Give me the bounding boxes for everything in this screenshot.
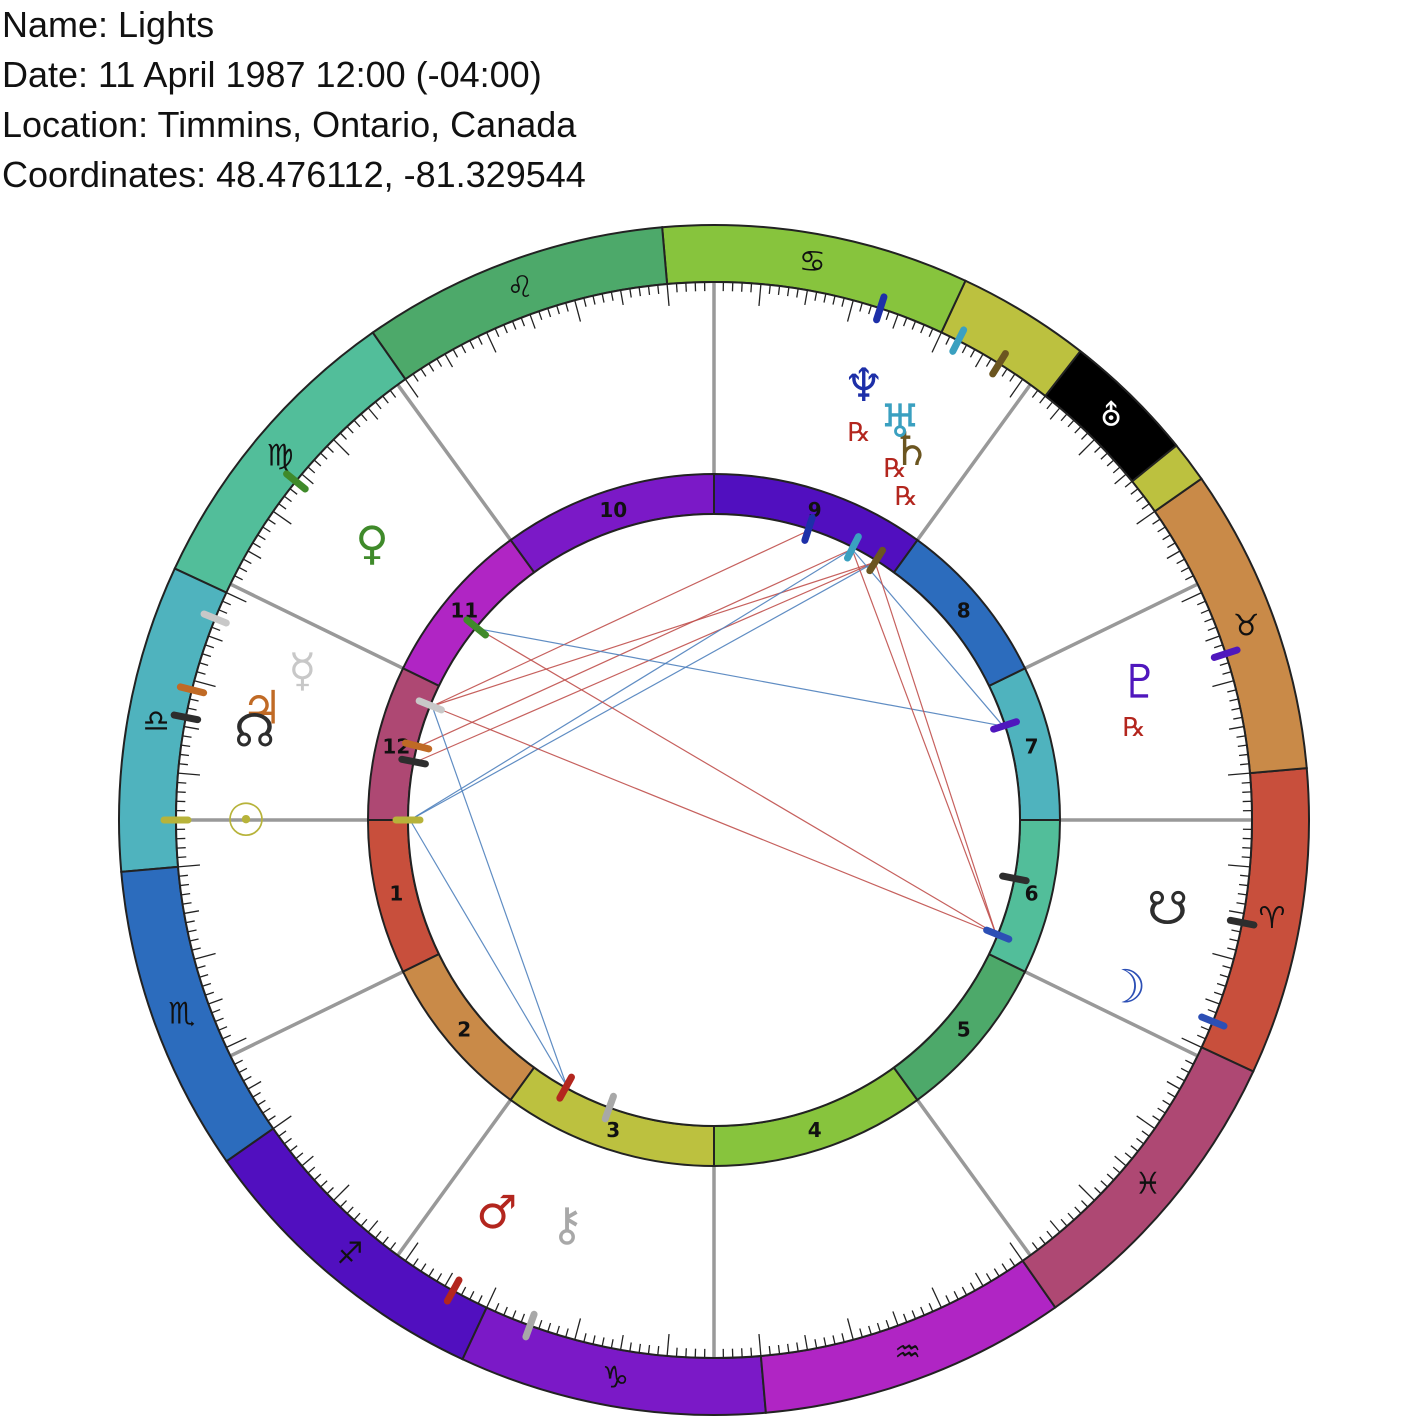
chart-location: Location: Timmins, Ontario, Canada <box>2 104 577 145</box>
north-node-icon: ☊ <box>234 704 275 758</box>
house-number: 1 <box>389 881 403 905</box>
virgo-icon: ♍ <box>267 438 294 473</box>
capricorn-icon: ♑ <box>602 1360 629 1395</box>
jupiter-house-marker <box>401 739 433 753</box>
neptune-house-marker <box>801 514 816 544</box>
south-node-house-marker <box>999 872 1030 885</box>
aspect-line <box>409 548 853 821</box>
pluto-zodiac-marker <box>1210 646 1241 661</box>
house-cusp-line <box>915 1098 1032 1256</box>
aries-icon: ♈ <box>1258 901 1285 936</box>
north-node-house-marker <box>398 755 429 768</box>
retrograde-icon: ℞ <box>1123 713 1146 743</box>
jupiter-zodiac-marker <box>176 683 208 697</box>
mercury-house-marker <box>415 697 445 714</box>
aspect-line <box>415 561 876 763</box>
house-cusp-line <box>396 384 513 542</box>
pluto-house-marker <box>990 718 1020 733</box>
aspect-line <box>431 705 997 935</box>
moon-zodiac-marker <box>1198 1013 1228 1030</box>
aspect-line <box>477 628 997 935</box>
chart-coordinates: Coordinates: 48.476112, -81.329544 <box>2 154 586 195</box>
house-number: 2 <box>457 1018 471 1042</box>
mars-house-marker <box>556 1073 575 1102</box>
house-cusp-line <box>396 1098 513 1256</box>
uranus-zodiac-marker <box>949 326 968 355</box>
saturn-house-marker <box>866 546 887 575</box>
neptune-zodiac-marker <box>873 293 888 324</box>
north-node-zodiac-marker <box>170 711 202 724</box>
house-number: 4 <box>808 1118 822 1142</box>
pisces-icon: ♓ <box>1135 1167 1162 1202</box>
chart-date: Date: 11 April 1987 12:00 (-04:00) <box>2 54 542 95</box>
venus-house-marker <box>463 616 490 639</box>
house-cusp-line <box>915 384 1032 542</box>
cancer-icon: ♋ <box>799 245 826 280</box>
aspect-line <box>431 561 876 707</box>
mercury-icon: ☿ <box>288 643 316 697</box>
aspect-line <box>418 548 853 748</box>
pluto-icon: ♇ <box>1119 655 1160 709</box>
taurus-icon: ♉ <box>1233 609 1260 644</box>
aspect-line <box>851 548 1004 727</box>
house-number: 8 <box>957 598 971 622</box>
chart-name: Name: Lights <box>2 4 215 45</box>
house-cusp-line <box>1024 583 1198 670</box>
uranus-house-marker <box>843 533 862 562</box>
scorpio-icon: ♏ <box>168 996 195 1031</box>
chiron-zodiac-marker <box>522 1310 538 1341</box>
aquarius-icon: ♒ <box>894 1335 921 1370</box>
aspect-line <box>851 548 997 935</box>
sun-icon: ☉ <box>225 793 266 847</box>
house-cusp-line <box>230 583 404 670</box>
venus-icon: ♀ <box>355 516 389 570</box>
chart-header: Name: Lights Date: 11 April 1987 12:00 (… <box>2 0 586 200</box>
house-cusp-line <box>1024 970 1198 1057</box>
chiron-icon: ⚷ <box>550 1197 584 1251</box>
house-number: 5 <box>957 1018 971 1042</box>
jupiter-icon: ♃ <box>241 680 282 734</box>
libra-icon: ♎ <box>143 704 170 739</box>
south-node-icon: ☋ <box>1147 881 1188 935</box>
retrograde-icon: ℞ <box>895 482 918 512</box>
sagittarius-icon: ♐ <box>336 1236 363 1271</box>
mars-icon: ♂ <box>476 1185 517 1239</box>
south-node-zodiac-marker <box>1226 916 1258 929</box>
saturn-icon: ♄ <box>891 422 932 476</box>
retrograde-icon: ℞ <box>847 418 870 448</box>
degree-ticks <box>176 282 1252 1358</box>
aspect-line <box>431 705 568 1087</box>
moon-house-marker <box>983 926 1013 943</box>
house-number: 6 <box>1025 881 1039 905</box>
aspect-line <box>409 819 568 1087</box>
aspect-line <box>874 562 997 935</box>
chiron-house-marker <box>601 1092 617 1123</box>
aspect-line <box>409 561 876 821</box>
mercury-zodiac-marker <box>200 610 230 627</box>
aspect-line <box>477 628 1004 727</box>
moon-icon: ☽ <box>1105 959 1146 1013</box>
uranus-icon: ♅ <box>879 394 920 448</box>
venus-zodiac-marker <box>283 470 309 493</box>
house-number: 3 <box>606 1118 620 1142</box>
aspect-line <box>431 530 809 707</box>
leo-icon: ♌ <box>507 270 534 305</box>
mars-zodiac-marker <box>443 1276 463 1305</box>
house-number: 7 <box>1025 735 1039 759</box>
retrograde-icon: ℞ <box>883 454 906 484</box>
neptune-icon: ♆ <box>843 358 884 412</box>
uranian-point-icon: ⛢ <box>1100 398 1122 433</box>
saturn-zodiac-marker <box>989 350 1009 378</box>
house-number: 10 <box>599 498 627 522</box>
house-cusp-line <box>230 970 404 1057</box>
